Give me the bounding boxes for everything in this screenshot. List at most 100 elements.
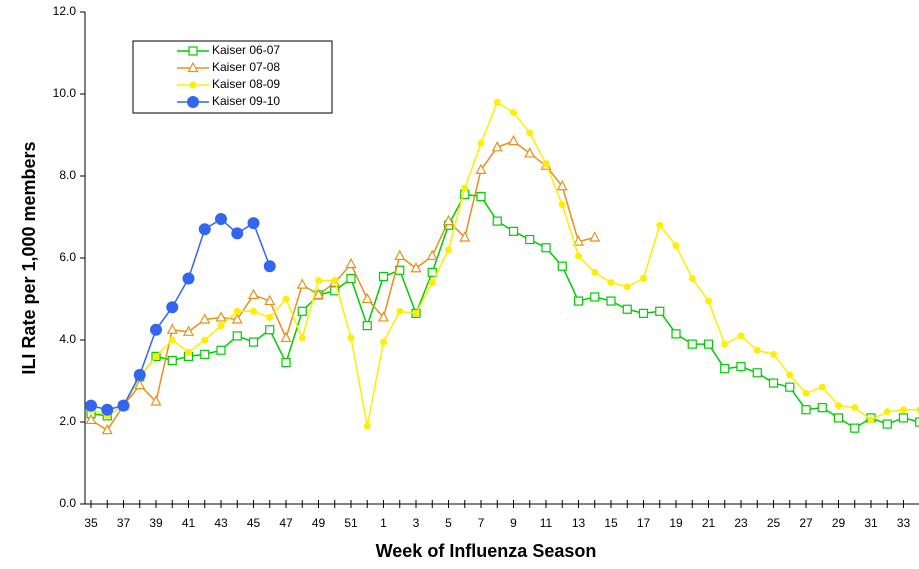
- point: [850, 423, 860, 433]
- point: [705, 297, 712, 305]
- y-axis-label: ILI Rate per 1,000 members: [19, 141, 39, 374]
- point: [347, 334, 355, 342]
- point: [573, 235, 584, 246]
- point: [590, 292, 600, 302]
- point: [656, 221, 664, 229]
- x-tick-label: 27: [799, 516, 813, 530]
- point: [461, 184, 469, 192]
- point: [589, 231, 601, 242]
- point: [331, 277, 339, 285]
- point: [492, 216, 502, 226]
- point: [768, 378, 779, 388]
- x-tick-label: 17: [637, 516, 651, 530]
- point: [426, 249, 438, 261]
- point: [248, 288, 259, 299]
- legend-label: Kaiser 07-08: [212, 60, 280, 74]
- y-tick-label: 8.0: [59, 168, 76, 182]
- series: [86, 189, 919, 433]
- point: [150, 395, 162, 406]
- x-tick-label: 31: [864, 516, 878, 530]
- x-tick-label: 35: [84, 516, 98, 530]
- legend-box: [132, 40, 333, 114]
- y-tick-label: 12.0: [53, 4, 77, 18]
- point: [622, 304, 632, 314]
- x-tick-label: 29: [832, 516, 846, 530]
- point: [557, 261, 567, 271]
- point: [85, 399, 97, 412]
- point: [477, 139, 485, 147]
- point: [231, 313, 243, 324]
- point: [785, 382, 795, 392]
- point: [394, 249, 406, 261]
- point: [672, 242, 680, 250]
- x-tick-label: 45: [247, 516, 261, 530]
- point: [281, 357, 291, 368]
- x-tick-label: 1: [380, 516, 387, 530]
- point: [428, 279, 436, 287]
- point: [508, 226, 519, 236]
- point: [915, 417, 919, 427]
- point: [198, 223, 211, 236]
- point: [575, 252, 582, 260]
- point: [346, 273, 356, 284]
- point: [410, 261, 422, 273]
- point: [833, 413, 844, 423]
- point: [187, 61, 199, 73]
- legend-label: Kaiser 09-10: [212, 94, 280, 108]
- point: [412, 309, 420, 317]
- point: [835, 402, 842, 410]
- point: [851, 404, 859, 412]
- point: [817, 403, 827, 413]
- x-tick-label: 43: [214, 516, 228, 530]
- point: [315, 277, 322, 285]
- point: [753, 346, 761, 354]
- point: [721, 340, 729, 348]
- point: [182, 272, 195, 285]
- series-line: [90, 218, 271, 411]
- point: [640, 275, 647, 282]
- point: [524, 147, 536, 158]
- x-tick-label: 15: [604, 516, 618, 530]
- x-tick-label: 49: [312, 516, 326, 530]
- y-tick-label: 0.0: [59, 496, 76, 510]
- point: [297, 306, 307, 316]
- point: [427, 267, 437, 277]
- point: [802, 389, 810, 397]
- point: [200, 349, 210, 359]
- point: [526, 129, 534, 137]
- point: [687, 339, 697, 349]
- point: [215, 213, 227, 226]
- x-tick-label: 41: [182, 516, 196, 530]
- point: [233, 307, 241, 315]
- point: [201, 336, 209, 344]
- point: [117, 399, 130, 412]
- point: [232, 331, 242, 341]
- point: [606, 296, 616, 306]
- point: [558, 201, 566, 209]
- point: [525, 234, 535, 245]
- point: [166, 323, 178, 334]
- point: [361, 292, 373, 304]
- point: [542, 160, 550, 168]
- x-tick-label: 25: [767, 516, 781, 530]
- point: [264, 294, 276, 306]
- y-tick-label: 2.0: [59, 414, 76, 428]
- x-tick-label: 13: [572, 516, 586, 530]
- x-tick-label: 21: [702, 516, 716, 530]
- point: [216, 345, 226, 355]
- point: [167, 355, 177, 366]
- point: [362, 321, 372, 331]
- point: [189, 81, 197, 89]
- point: [720, 364, 730, 374]
- series-line: [90, 193, 919, 430]
- legend-label: Kaiser 08-09: [212, 77, 280, 91]
- point: [688, 275, 696, 282]
- point: [168, 336, 176, 344]
- point: [247, 217, 260, 230]
- point: [882, 419, 892, 429]
- point: [510, 108, 517, 116]
- y-tick-label: 10.0: [53, 86, 77, 100]
- point: [752, 368, 762, 378]
- point: [671, 329, 681, 339]
